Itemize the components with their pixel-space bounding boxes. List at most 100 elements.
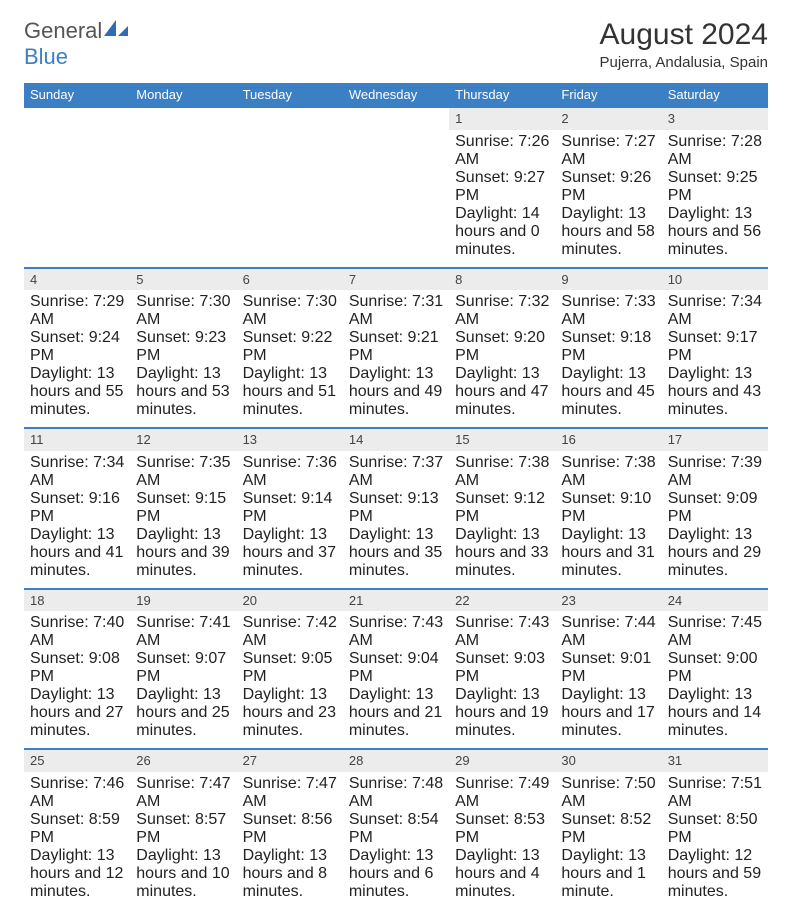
day-number-cell: 1 bbox=[449, 107, 555, 130]
sunset-line: Sunset: 8:59 PM bbox=[30, 811, 124, 847]
daylight-line: Daylight: 13 hours and 37 minutes. bbox=[243, 526, 337, 580]
day-number-cell: 12 bbox=[130, 428, 236, 451]
sunset-line: Sunset: 9:07 PM bbox=[136, 650, 230, 686]
week-daynum-row: 1 23 bbox=[24, 107, 768, 130]
sunrise-line: Sunrise: 7:27 AM bbox=[561, 133, 655, 169]
sunset-line: Sunset: 9:21 PM bbox=[349, 329, 443, 365]
daylight-line: Daylight: 14 hours and 0 minutes. bbox=[455, 205, 549, 259]
day-data-cell: Sunrise: 7:34 AMSunset: 9:16 PMDaylight:… bbox=[24, 451, 130, 589]
sunset-line: Sunset: 9:12 PM bbox=[455, 490, 549, 526]
month-title: August 2024 bbox=[600, 18, 768, 52]
sunrise-line: Sunrise: 7:32 AM bbox=[455, 293, 549, 329]
sunrise-line: Sunrise: 7:26 AM bbox=[455, 133, 549, 169]
daylight-line: Daylight: 13 hours and 6 minutes. bbox=[349, 847, 443, 901]
sunrise-line: Sunrise: 7:30 AM bbox=[136, 293, 230, 329]
sunset-line: Sunset: 9:24 PM bbox=[30, 329, 124, 365]
day-number: 26 bbox=[136, 753, 150, 768]
logo-text: GeneralBlue bbox=[24, 18, 130, 70]
sunrise-line: Sunrise: 7:49 AM bbox=[455, 775, 549, 811]
day-number-cell: 2 bbox=[555, 107, 661, 130]
day-number-cell: 27 bbox=[237, 749, 343, 772]
day-number: 4 bbox=[30, 272, 37, 287]
day-header: Wednesday bbox=[343, 83, 449, 107]
daylight-line: Daylight: 13 hours and 29 minutes. bbox=[668, 526, 762, 580]
daylight-line: Daylight: 13 hours and 8 minutes. bbox=[243, 847, 337, 901]
day-number-cell: 30 bbox=[555, 749, 661, 772]
sunrise-line: Sunrise: 7:30 AM bbox=[243, 293, 337, 329]
day-number-cell: 28 bbox=[343, 749, 449, 772]
day-data-cell: Sunrise: 7:38 AMSunset: 9:10 PMDaylight:… bbox=[555, 451, 661, 589]
daylight-line: Daylight: 13 hours and 17 minutes. bbox=[561, 686, 655, 740]
day-data-cell: Sunrise: 7:33 AMSunset: 9:18 PMDaylight:… bbox=[555, 290, 661, 428]
daylight-line: Daylight: 13 hours and 39 minutes. bbox=[136, 526, 230, 580]
sunset-line: Sunset: 8:54 PM bbox=[349, 811, 443, 847]
day-data-cell: Sunrise: 7:34 AMSunset: 9:17 PMDaylight:… bbox=[662, 290, 768, 428]
day-data-cell: Sunrise: 7:44 AMSunset: 9:01 PMDaylight:… bbox=[555, 611, 661, 749]
day-number-cell: 6 bbox=[237, 268, 343, 291]
day-number-cell: 18 bbox=[24, 589, 130, 612]
day-number-cell: 10 bbox=[662, 268, 768, 291]
sunset-line: Sunset: 9:00 PM bbox=[668, 650, 762, 686]
sunrise-line: Sunrise: 7:38 AM bbox=[455, 454, 549, 490]
day-data-cell bbox=[343, 130, 449, 268]
logo: GeneralBlue bbox=[24, 18, 130, 70]
sunrise-line: Sunrise: 7:43 AM bbox=[349, 614, 443, 650]
day-number: 30 bbox=[561, 753, 575, 768]
day-number: 15 bbox=[455, 432, 469, 447]
sunrise-line: Sunrise: 7:35 AM bbox=[136, 454, 230, 490]
day-data-cell: Sunrise: 7:30 AMSunset: 9:23 PMDaylight:… bbox=[130, 290, 236, 428]
day-number: 3 bbox=[668, 111, 675, 126]
day-data-cell: Sunrise: 7:38 AMSunset: 9:12 PMDaylight:… bbox=[449, 451, 555, 589]
day-number: 14 bbox=[349, 432, 363, 447]
day-data-cell: Sunrise: 7:47 AMSunset: 8:57 PMDaylight:… bbox=[130, 772, 236, 909]
sunrise-line: Sunrise: 7:34 AM bbox=[668, 293, 762, 329]
day-number-cell: 14 bbox=[343, 428, 449, 451]
daylight-line: Daylight: 13 hours and 19 minutes. bbox=[455, 686, 549, 740]
day-number: 19 bbox=[136, 593, 150, 608]
day-header: Tuesday bbox=[237, 83, 343, 107]
sunrise-line: Sunrise: 7:39 AM bbox=[668, 454, 762, 490]
week-data-row: Sunrise: 7:46 AMSunset: 8:59 PMDaylight:… bbox=[24, 772, 768, 909]
day-number-cell: 13 bbox=[237, 428, 343, 451]
day-number: 31 bbox=[668, 753, 682, 768]
day-data-cell: Sunrise: 7:27 AMSunset: 9:26 PMDaylight:… bbox=[555, 130, 661, 268]
day-number: 11 bbox=[30, 432, 44, 447]
daylight-line: Daylight: 13 hours and 53 minutes. bbox=[136, 365, 230, 419]
day-number: 13 bbox=[243, 432, 257, 447]
day-header: Saturday bbox=[662, 83, 768, 107]
sunset-line: Sunset: 9:26 PM bbox=[561, 169, 655, 205]
sunset-line: Sunset: 8:56 PM bbox=[243, 811, 337, 847]
day-number: 17 bbox=[668, 432, 682, 447]
day-data-cell: Sunrise: 7:43 AMSunset: 9:03 PMDaylight:… bbox=[449, 611, 555, 749]
day-data-cell: Sunrise: 7:36 AMSunset: 9:14 PMDaylight:… bbox=[237, 451, 343, 589]
day-number: 7 bbox=[349, 272, 356, 287]
week-daynum-row: 11121314151617 bbox=[24, 428, 768, 451]
sunset-line: Sunset: 9:09 PM bbox=[668, 490, 762, 526]
day-number-cell: 8 bbox=[449, 268, 555, 291]
daylight-line: Daylight: 12 hours and 59 minutes. bbox=[668, 847, 762, 901]
daylight-line: Daylight: 13 hours and 27 minutes. bbox=[30, 686, 124, 740]
daylight-line: Daylight: 13 hours and 14 minutes. bbox=[668, 686, 762, 740]
day-number-cell: 17 bbox=[662, 428, 768, 451]
day-data-cell: Sunrise: 7:31 AMSunset: 9:21 PMDaylight:… bbox=[343, 290, 449, 428]
sunset-line: Sunset: 9:08 PM bbox=[30, 650, 124, 686]
day-number: 29 bbox=[455, 753, 469, 768]
sunrise-line: Sunrise: 7:44 AM bbox=[561, 614, 655, 650]
title-block: August 2024 Pujerra, Andalusia, Spain bbox=[600, 18, 768, 71]
day-data-cell: Sunrise: 7:46 AMSunset: 8:59 PMDaylight:… bbox=[24, 772, 130, 909]
day-data-cell: Sunrise: 7:45 AMSunset: 9:00 PMDaylight:… bbox=[662, 611, 768, 749]
day-number-cell: 29 bbox=[449, 749, 555, 772]
sunset-line: Sunset: 9:18 PM bbox=[561, 329, 655, 365]
day-number-cell: 20 bbox=[237, 589, 343, 612]
sunset-line: Sunset: 9:14 PM bbox=[243, 490, 337, 526]
day-number: 21 bbox=[349, 593, 363, 608]
day-data-cell: Sunrise: 7:39 AMSunset: 9:09 PMDaylight:… bbox=[662, 451, 768, 589]
day-number-cell bbox=[237, 107, 343, 130]
day-data-cell: Sunrise: 7:37 AMSunset: 9:13 PMDaylight:… bbox=[343, 451, 449, 589]
sunrise-line: Sunrise: 7:28 AM bbox=[668, 133, 762, 169]
daylight-line: Daylight: 13 hours and 10 minutes. bbox=[136, 847, 230, 901]
sunrise-line: Sunrise: 7:36 AM bbox=[243, 454, 337, 490]
week-daynum-row: 45678910 bbox=[24, 268, 768, 291]
day-number: 23 bbox=[561, 593, 575, 608]
day-number: 1 bbox=[455, 111, 462, 126]
